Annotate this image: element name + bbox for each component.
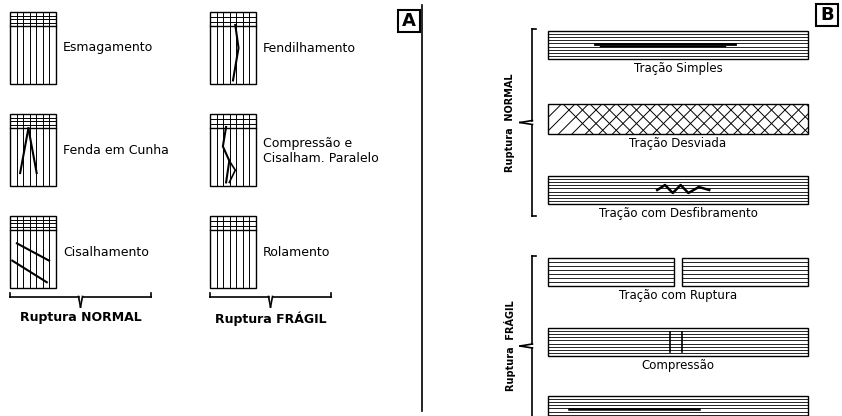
Bar [548,176,808,204]
Bar [210,12,256,84]
Bar [398,10,420,32]
Bar [548,328,808,356]
Text: Ruptura NORMAL: Ruptura NORMAL [19,311,141,324]
Text: Ruptura  NORMAL: Ruptura NORMAL [505,73,515,172]
Text: Tração com Ruptura: Tração com Ruptura [619,289,737,302]
Text: Compressão e: Compressão e [263,138,352,151]
Text: Ruptura FRÁGIL: Ruptura FRÁGIL [215,311,327,325]
Text: Ruptura  FRÁGIL: Ruptura FRÁGIL [504,301,516,391]
Text: A: A [402,12,416,30]
Text: Rolamento: Rolamento [263,245,330,258]
Text: Cisalhamento: Cisalhamento [63,245,149,258]
Text: Tração Desviada: Tração Desviada [630,137,727,150]
Bar [10,114,56,186]
Bar [10,12,56,84]
Bar [548,31,808,59]
Text: Cisalham. Paralelo: Cisalham. Paralelo [263,151,379,164]
Bar [210,216,256,288]
Bar [10,216,56,288]
Text: Fenda em Cunha: Fenda em Cunha [63,144,169,156]
Bar [548,104,808,134]
Text: Fendilhamento: Fendilhamento [263,42,356,54]
Bar [682,258,808,286]
Bar [210,114,256,186]
Text: Tração Simples: Tração Simples [634,62,722,75]
Text: Compressão: Compressão [642,359,715,372]
Bar [548,396,808,416]
Text: Tração com Desfibramento: Tração com Desfibramento [599,207,758,220]
Text: B: B [820,6,834,24]
Text: Esmagamento: Esmagamento [63,42,153,54]
Bar [548,258,674,286]
Bar [816,4,838,26]
